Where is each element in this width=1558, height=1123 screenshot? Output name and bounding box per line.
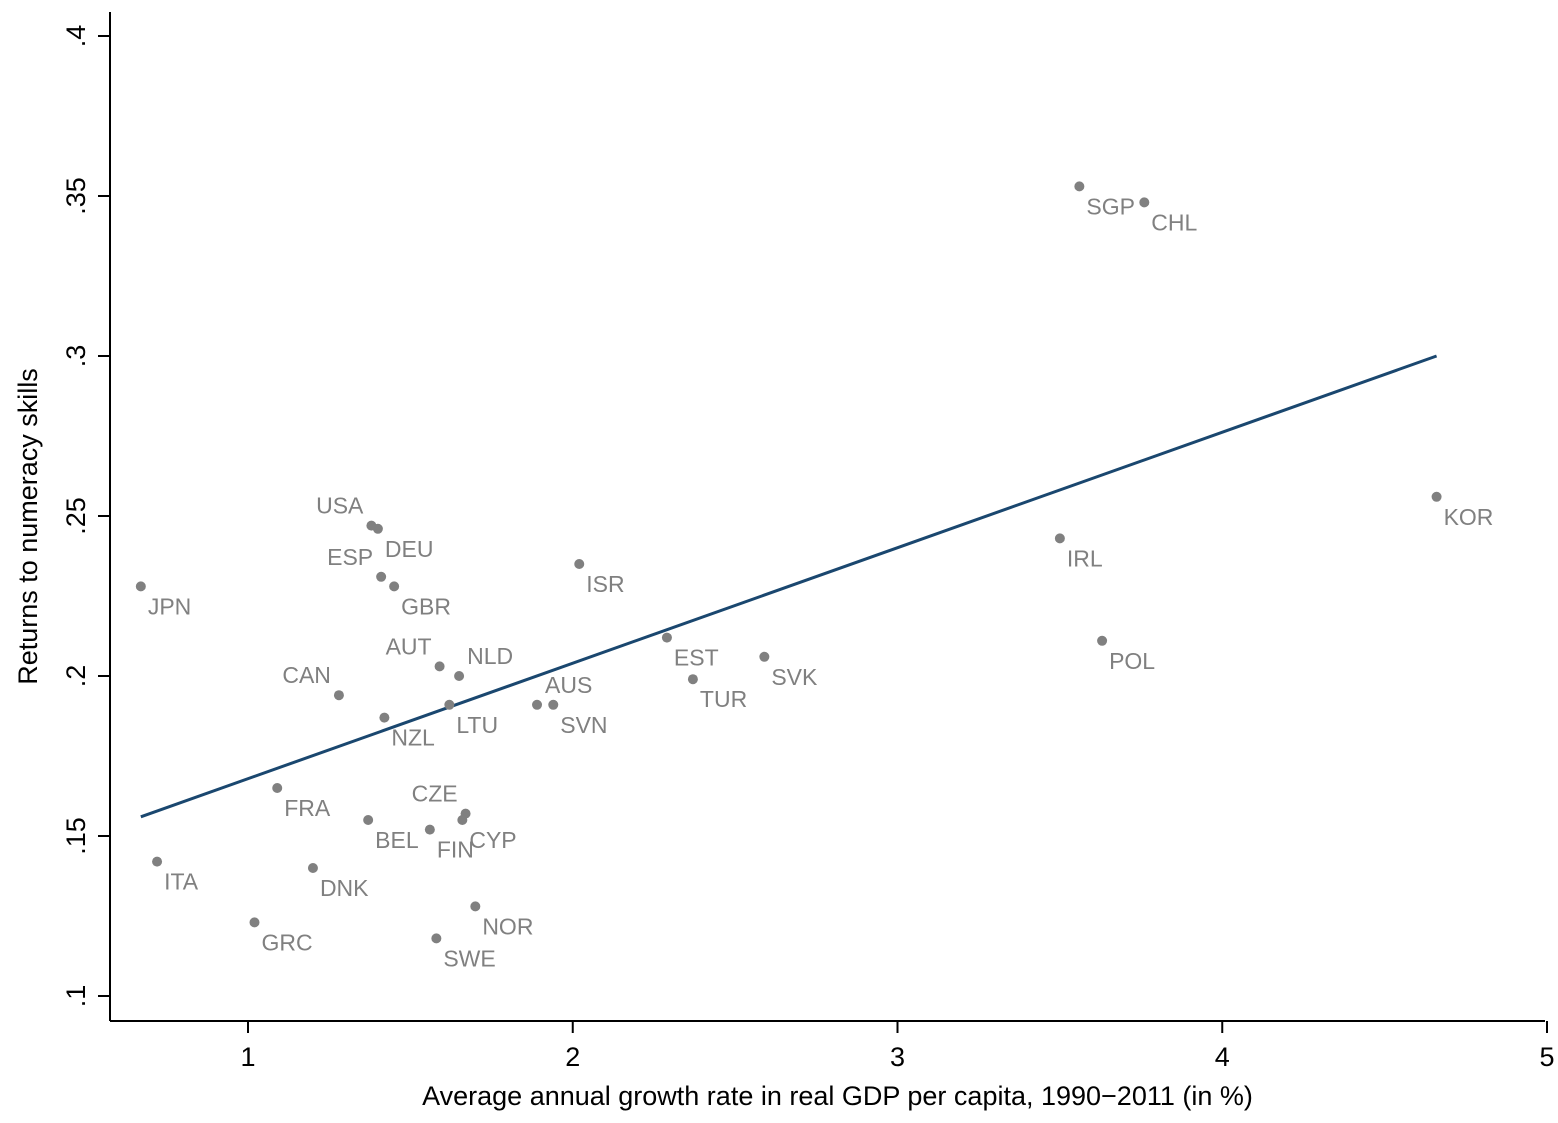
point-label-can: CAN [282,662,331,688]
x-tick-label: 1 [240,1042,255,1072]
x-tick-label: 2 [565,1042,580,1072]
fitted-line [140,354,1438,819]
point-label-chl: CHL [1151,209,1197,235]
point-label-nld: NLD [467,643,513,669]
point-label-svn: SVN [560,712,607,738]
data-point-ltu [444,699,455,710]
point-label-grc: GRC [261,929,312,955]
data-point-grc [249,917,260,928]
data-point-kor [1431,491,1442,502]
data-point-esp [376,571,387,582]
data-point-ita [152,856,163,867]
data-point-deu [372,523,383,534]
y-tick-label: .15 [61,817,91,855]
x-tick-label: 5 [1539,1042,1554,1072]
point-label-ita: ITA [164,869,199,895]
point-label-usa: USA [316,493,364,519]
data-point-cze [460,808,471,819]
y-tick-label: .25 [61,497,91,535]
x-axis-title: Average annual growth rate in real GDP p… [422,1081,1253,1111]
y-tick-label: .1 [61,985,91,1008]
point-label-swe: SWE [443,945,495,971]
point-label-deu: DEU [385,536,434,562]
data-point-nzl [379,712,390,723]
y-axis-ticks: .1 .15 .2 .25 .3 .35 .4 [61,25,110,1008]
data-point-aus [532,699,543,710]
x-tick-label: 3 [890,1042,905,1072]
point-label-nzl: NZL [391,725,435,751]
data-point-gbr [389,581,400,592]
point-label-esp: ESP [327,544,373,570]
point-label-bel: BEL [375,827,419,853]
data-point-irl [1054,533,1065,544]
x-tick-label: 4 [1215,1042,1230,1072]
point-label-sgp: SGP [1086,193,1135,219]
data-point-nld [454,671,465,681]
data-point-can [333,690,344,701]
fitted-line-group [140,354,1438,819]
y-tick-label: .3 [61,345,91,368]
data-point-est [661,632,672,643]
point-label-isr: ISR [586,571,624,597]
data-point-bel [363,815,374,825]
y-axis-title: Returns to numeracy skills [13,368,43,685]
data-point-fra [272,783,283,793]
data-point-nor [470,901,481,912]
y-tick-label: .35 [61,177,91,215]
data-points [135,181,1442,944]
point-label-aus: AUS [545,672,592,698]
point-label-kor: KOR [1444,504,1494,530]
point-label-tur: TUR [700,686,747,712]
data-point-jpn [135,581,146,592]
point-label-fra: FRA [284,795,331,821]
point-label-cyp: CYP [469,827,516,853]
point-label-cze: CZE [412,781,458,807]
data-point-tur [687,674,698,685]
point-label-svk: SVK [771,664,818,690]
point-labels: JPN ITA GRC FRA DNK CAN BEL USA DEU ESP NZL GBR FIN S… [148,193,1494,971]
point-label-jpn: JPN [148,593,191,619]
point-label-ltu: LTU [456,712,498,738]
data-point-svk [759,651,770,662]
point-label-dnk: DNK [320,875,369,901]
point-label-irl: IRL [1067,545,1103,571]
y-tick-label: .2 [61,665,91,688]
data-point-aut [434,661,445,672]
x-axis-ticks: 1 2 3 4 5 [240,1021,1555,1072]
data-point-svn [548,699,559,710]
data-point-sgp [1074,181,1085,192]
point-label-fin: FIN [437,837,474,863]
y-tick-label: .4 [61,25,91,48]
point-label-est: EST [674,645,719,671]
data-point-dnk [307,863,318,873]
data-point-isr [574,559,585,569]
point-label-aut: AUT [386,633,432,659]
data-point-pol [1097,635,1108,646]
data-point-chl [1139,197,1150,208]
data-point-swe [431,933,442,944]
point-label-pol: POL [1109,648,1155,674]
data-point-fin [424,824,435,835]
point-label-gbr: GBR [401,593,451,619]
point-label-nor: NOR [482,913,533,939]
